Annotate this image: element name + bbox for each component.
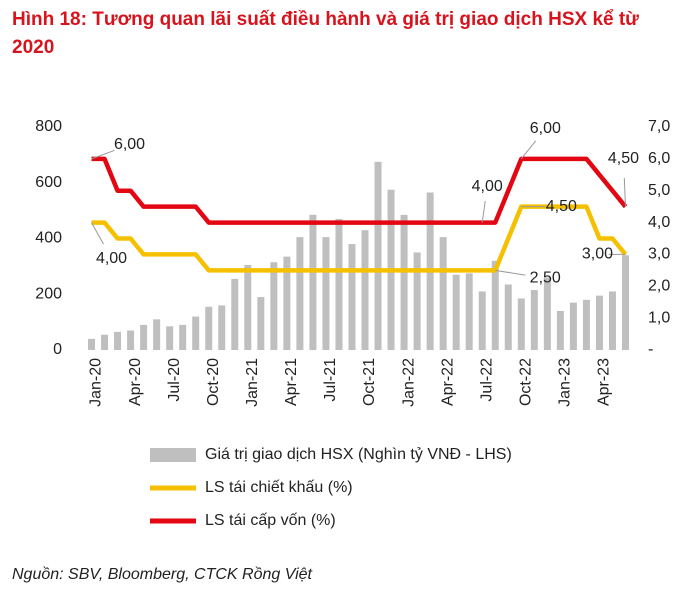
source-note: Nguồn: SBV, Bloomberg, CTCK Rồng Việt (12, 566, 312, 583)
chart: 0 200 400 600 800 - 1,0 2,0 3,0 4,0 5,0 6,0 7,0 4,00 2… (35, 118, 670, 529)
leader-line (623, 177, 626, 207)
bar (244, 264, 252, 350)
x-tick-label: Jan-21 (244, 358, 261, 407)
y-tick-label: 200 (35, 285, 62, 302)
y-tick-label: 600 (35, 174, 62, 191)
x-tick-label: Jul-22 (478, 358, 495, 402)
bar (400, 214, 408, 350)
legend-label: LS tái chiết khấu (%) (205, 479, 353, 496)
bar (283, 256, 291, 350)
line (91, 204, 628, 273)
x-tick-label: Apr-22 (439, 358, 456, 406)
y-tick-label: 400 (35, 230, 62, 247)
y2-tick-label: 5,0 (648, 182, 670, 199)
bar (491, 260, 499, 350)
leader-line (520, 140, 537, 160)
bar (595, 295, 603, 350)
leader-line (91, 149, 115, 160)
bar (608, 291, 616, 350)
y2-tick-label: 1,0 (648, 309, 670, 326)
bar (543, 277, 551, 350)
bar (192, 316, 200, 350)
bar (374, 161, 382, 350)
legend-label: LS tái cấp vốn (%) (205, 512, 336, 529)
x-tick-label: Oct-20 (205, 358, 222, 406)
bar (218, 305, 226, 350)
bar (101, 334, 109, 350)
bar (127, 330, 135, 350)
bar (231, 278, 239, 350)
bar (335, 218, 343, 350)
bar (582, 299, 590, 350)
x-tick-label: Jan-23 (557, 358, 574, 407)
line (91, 156, 628, 225)
x-tick-label: Apr-20 (127, 358, 144, 406)
bar (296, 237, 304, 350)
y2-tick-label: 3,0 (648, 246, 670, 263)
y2-tick-label: 6,0 (648, 150, 670, 167)
bar (153, 319, 161, 350)
bar (504, 284, 512, 350)
legend-label: Giá trị giao dịch HSX (Nghìn tỷ VNĐ - LH… (205, 446, 512, 463)
y2-tick-label: 4,0 (648, 214, 670, 231)
x-tick-label: Jan-20 (88, 358, 105, 407)
data-label: 4,00 (472, 178, 503, 195)
data-label: 6,00 (114, 136, 145, 153)
bar (322, 237, 330, 350)
bar (166, 326, 174, 350)
y2-tick-label: 7,0 (648, 118, 670, 135)
bar (270, 262, 278, 350)
x-tick-label: Apr-21 (283, 358, 300, 406)
bar (361, 230, 369, 350)
data-label: 6,00 (530, 120, 561, 137)
x-tick-label: Jan-22 (400, 358, 417, 407)
y-tick-label: 800 (35, 118, 62, 135)
data-label: 4,50 (608, 150, 639, 167)
y2-tick-label: - (648, 341, 653, 358)
bar (205, 306, 213, 350)
bar (140, 324, 148, 350)
leader-line (495, 269, 526, 276)
bar (88, 338, 96, 350)
bar (439, 237, 447, 350)
y2-tick-label: 2,0 (648, 278, 670, 295)
leader-line (481, 200, 486, 223)
bar (465, 273, 473, 350)
data-label: 3,00 (582, 246, 613, 263)
bar (257, 297, 265, 350)
bar (413, 252, 421, 350)
y-tick-label: 0 (53, 341, 62, 358)
data-label: 2,50 (530, 270, 561, 287)
x-tick-label: Oct-22 (518, 358, 535, 406)
x-tick-label: Oct-21 (361, 358, 378, 406)
bar (530, 290, 538, 350)
bar (452, 274, 460, 350)
bar (114, 331, 122, 350)
bar (556, 310, 564, 350)
bar (348, 244, 356, 350)
legend-swatch (150, 448, 196, 462)
x-tick-label: Jul-21 (322, 358, 339, 402)
bar (478, 291, 486, 350)
bar (309, 214, 317, 350)
bar (179, 324, 187, 350)
x-tick-label: Apr-23 (596, 358, 613, 406)
data-label: 4,00 (96, 250, 127, 267)
bar (569, 302, 577, 350)
data-label: 4,50 (546, 198, 577, 215)
chart-title: Hình 18: Tương quan lãi suất điều hành v… (12, 9, 639, 58)
bar (621, 255, 629, 350)
bar (517, 298, 525, 350)
x-tick-label: Jul-20 (166, 358, 183, 402)
leader-line (91, 222, 104, 245)
